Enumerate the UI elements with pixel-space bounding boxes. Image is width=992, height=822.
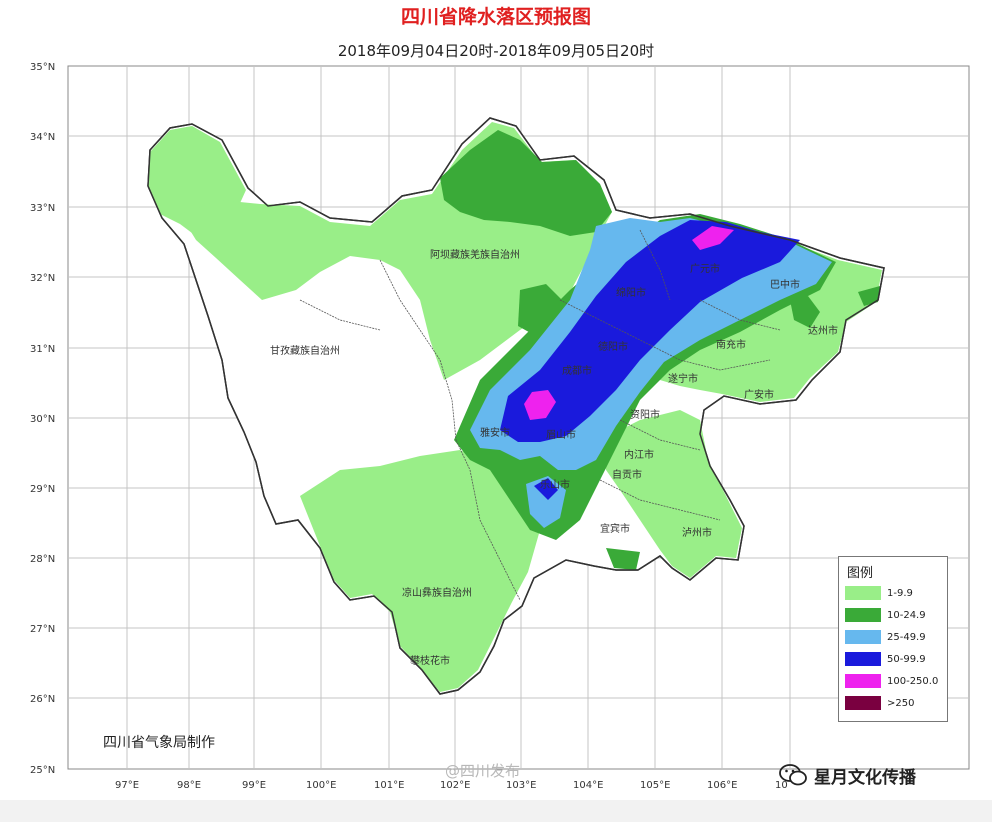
map-title: 四川省降水落区预报图	[400, 6, 591, 28]
legend-swatch	[845, 630, 881, 644]
lon-label: 105°E	[640, 780, 670, 791]
legend-item: 1-9.9	[845, 586, 913, 600]
place-label: 雅安市	[480, 426, 510, 439]
wechat-icon	[779, 764, 807, 786]
legend-label: 1-9.9	[887, 587, 913, 599]
lat-label: 32°N	[30, 273, 55, 284]
place-label: 乐山市	[540, 478, 570, 491]
place-label: 成都市	[562, 364, 592, 377]
legend-label: 50-99.9	[887, 653, 926, 665]
legend-swatch	[845, 608, 881, 622]
lat-label: 25°N	[30, 765, 55, 776]
legend-label: 25-49.9	[887, 631, 926, 643]
lat-label: 31°N	[30, 344, 55, 355]
place-label: 眉山市	[546, 428, 576, 441]
lat-label: 27°N	[30, 624, 55, 635]
place-label: 凉山彝族自治州	[402, 586, 472, 599]
legend-swatch	[845, 674, 881, 688]
legend: 图例 1-9.9 10-24.9 25-49.9 50-99.9 100-250…	[838, 556, 948, 722]
lon-label: 97°E	[115, 780, 139, 791]
lon-label: 104°E	[573, 780, 603, 791]
place-label: 达州市	[808, 324, 838, 337]
rain-zone-50-99.9	[500, 220, 800, 500]
watermark-text: @四川发布	[445, 762, 521, 780]
place-label: 宜宾市	[600, 522, 630, 535]
legend-item: 10-24.9	[845, 608, 926, 622]
place-label: 广元市	[690, 262, 720, 275]
place-label: 德阳市	[598, 340, 628, 353]
place-label: 资阳市	[630, 408, 660, 421]
place-label: 阿坝藏族羌族自治州	[430, 248, 520, 261]
lon-label: 102°E	[440, 780, 470, 791]
brand-name: 星月文化传播	[814, 767, 916, 788]
lat-label: 29°N	[30, 484, 55, 495]
lon-label: 100°E	[306, 780, 336, 791]
place-label: 巴中市	[770, 278, 800, 291]
legend-swatch	[845, 696, 881, 710]
legend-label: >250	[887, 697, 915, 709]
legend-item: 25-49.9	[845, 630, 926, 644]
prefecture-boundaries	[299, 229, 781, 601]
producer-credit: 四川省气象局制作	[103, 735, 215, 751]
precipitation-map: 35°N 34°N 33°N 32°N 31°N 30°N 29°N 28°N …	[30, 62, 970, 791]
legend-item: 50-99.9	[845, 652, 926, 666]
legend-label: 100-250.0	[887, 675, 939, 687]
place-label: 绵阳市	[616, 286, 646, 299]
legend-item: 100-250.0	[845, 674, 938, 688]
province-border	[147, 117, 885, 695]
lat-label: 34°N	[30, 132, 55, 143]
legend-item: >250	[845, 696, 914, 710]
lon-label: 106°E	[707, 780, 737, 791]
place-label: 广安市	[744, 388, 774, 401]
rain-zone-100-250.0	[524, 226, 734, 420]
lat-label: 30°N	[30, 414, 55, 425]
legend-swatch	[845, 652, 881, 666]
place-label: 泸州市	[682, 526, 712, 539]
map-subtitle: 2018年09月04日20时-2018年09月05日20时	[337, 42, 655, 60]
lat-label: 26°N	[30, 694, 55, 705]
place-label: 甘孜藏族自治州	[270, 344, 340, 357]
lon-label: 99°E	[242, 780, 266, 791]
legend-title: 图例	[847, 566, 874, 581]
lon-label: 10	[775, 780, 788, 791]
place-label: 自贡市	[612, 468, 642, 481]
place-label: 攀枝花市	[410, 654, 450, 667]
lat-label: 33°N	[30, 203, 55, 214]
bottom-strip	[0, 800, 992, 822]
lat-label: 28°N	[30, 554, 55, 565]
brand-badge: 星月文化传播	[778, 760, 916, 790]
legend-swatch	[845, 586, 881, 600]
lon-label: 103°E	[506, 780, 536, 791]
legend-label: 10-24.9	[887, 609, 926, 621]
lat-label: 35°N	[30, 62, 55, 73]
place-label: 遂宁市	[668, 372, 698, 385]
lon-label: 101°E	[374, 780, 404, 791]
place-label: 南充市	[716, 338, 746, 351]
place-label: 内江市	[624, 448, 654, 461]
lon-label: 98°E	[177, 780, 201, 791]
